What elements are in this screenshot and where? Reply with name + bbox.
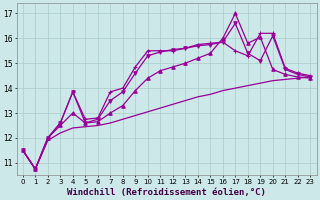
X-axis label: Windchill (Refroidissement éolien,°C): Windchill (Refroidissement éolien,°C): [67, 188, 266, 197]
